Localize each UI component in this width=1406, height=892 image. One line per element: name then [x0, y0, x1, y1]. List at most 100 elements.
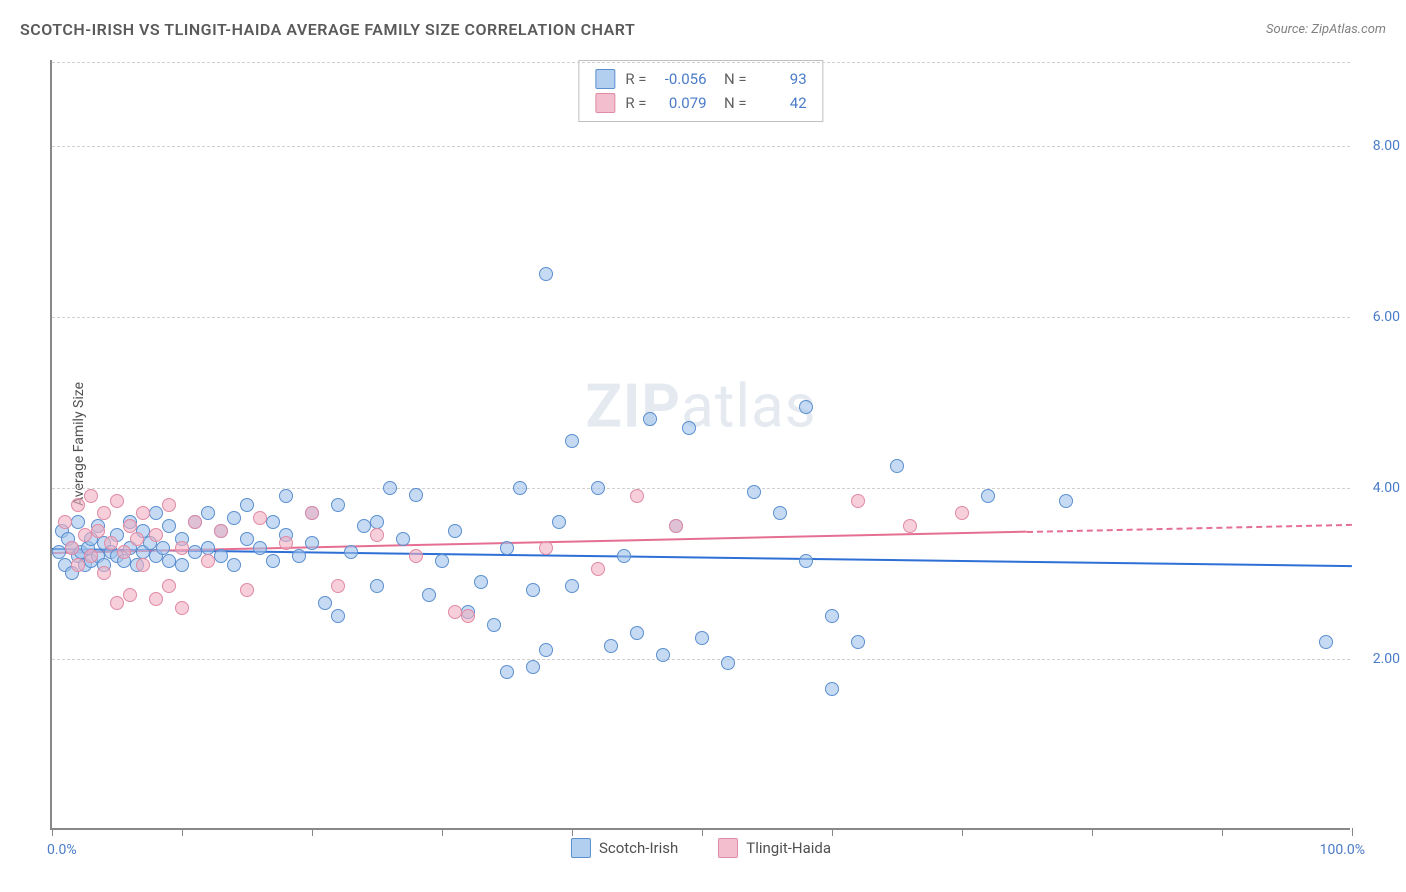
- data-point-s1: [565, 579, 579, 593]
- data-point-s2: [149, 528, 163, 542]
- data-point-s2: [104, 536, 118, 550]
- data-point-s1: [721, 656, 735, 670]
- n-label: N =: [717, 70, 747, 88]
- data-point-s1: [240, 498, 254, 512]
- data-point-s1: [383, 481, 397, 495]
- legend: Scotch-Irish Tlingit-Haida: [571, 838, 831, 858]
- data-point-s1: [799, 554, 813, 568]
- data-point-s2: [162, 579, 176, 593]
- chart-title: SCOTCH-IRISH VS TLINGIT-HAIDA AVERAGE FA…: [20, 20, 635, 39]
- data-point-s2: [78, 528, 92, 542]
- x-tick: [962, 828, 963, 836]
- r-label: R =: [625, 70, 646, 88]
- data-point-s1: [227, 511, 241, 525]
- legend-label-1: Scotch-Irish: [599, 839, 678, 857]
- data-point-s2: [253, 511, 267, 525]
- legend-swatch-2: [718, 838, 738, 858]
- data-point-s1: [331, 609, 345, 623]
- data-point-s1: [552, 515, 566, 529]
- data-point-s1: [630, 626, 644, 640]
- data-point-s2: [903, 519, 917, 533]
- n-label: N =: [717, 94, 747, 112]
- data-point-s1: [851, 635, 865, 649]
- data-point-s1: [266, 554, 280, 568]
- r-label: R =: [625, 94, 646, 112]
- y-tick-label: 2.00: [1355, 651, 1400, 667]
- data-point-s2: [669, 519, 683, 533]
- data-point-s2: [240, 583, 254, 597]
- stats-row-1: R = -0.056 N = 93: [595, 67, 806, 91]
- data-point-s1: [344, 545, 358, 559]
- data-point-s2: [448, 605, 462, 619]
- data-point-s2: [91, 524, 105, 538]
- data-point-s1: [526, 583, 540, 597]
- data-point-s1: [227, 558, 241, 572]
- data-point-s1: [188, 545, 202, 559]
- gridline-h: [52, 488, 1350, 489]
- x-tick: [1352, 828, 1353, 836]
- data-point-s1: [396, 532, 410, 546]
- gridline-h: [52, 62, 1350, 63]
- data-point-s2: [461, 609, 475, 623]
- data-point-s2: [136, 558, 150, 572]
- data-point-s1: [500, 541, 514, 555]
- legend-item-1: Scotch-Irish: [571, 838, 678, 858]
- data-point-s1: [448, 524, 462, 538]
- plot-area: Average Family Size ZIPatlas R = -0.056 …: [50, 60, 1350, 830]
- stats-row-2: R = 0.079 N = 42: [595, 91, 806, 115]
- legend-label-2: Tlingit-Haida: [746, 839, 831, 857]
- data-point-s1: [513, 481, 527, 495]
- stats-box: R = -0.056 N = 93 R = 0.079 N = 42: [578, 60, 823, 122]
- data-point-s1: [565, 434, 579, 448]
- data-point-s2: [162, 498, 176, 512]
- data-point-s1: [773, 506, 787, 520]
- data-point-s1: [643, 412, 657, 426]
- data-point-s2: [955, 506, 969, 520]
- data-point-s2: [65, 541, 79, 555]
- data-point-s2: [136, 506, 150, 520]
- data-point-s1: [357, 519, 371, 533]
- watermark: ZIPatlas: [585, 370, 816, 441]
- swatch-scotch-irish: [595, 69, 615, 89]
- data-point-s2: [110, 494, 124, 508]
- data-point-s1: [682, 421, 696, 435]
- data-point-s2: [110, 596, 124, 610]
- y-tick-label: 6.00: [1355, 309, 1400, 325]
- data-point-s2: [851, 494, 865, 508]
- gridline-h: [52, 659, 1350, 660]
- data-point-s1: [370, 579, 384, 593]
- data-point-s2: [279, 536, 293, 550]
- x-tick: [832, 828, 833, 836]
- data-point-s2: [84, 549, 98, 563]
- data-point-s1: [292, 549, 306, 563]
- data-point-s2: [175, 601, 189, 615]
- data-point-s2: [130, 532, 144, 546]
- data-point-s1: [175, 558, 189, 572]
- data-point-s1: [279, 489, 293, 503]
- data-point-s1: [799, 400, 813, 414]
- data-point-s1: [422, 588, 436, 602]
- data-point-s1: [240, 532, 254, 546]
- data-point-s1: [1059, 494, 1073, 508]
- data-point-s1: [539, 267, 553, 281]
- data-point-s1: [214, 549, 228, 563]
- data-point-s1: [253, 541, 267, 555]
- data-point-s2: [117, 545, 131, 559]
- data-point-s1: [747, 485, 761, 499]
- y-tick-label: 4.00: [1355, 480, 1400, 496]
- x-tick: [572, 828, 573, 836]
- data-point-s2: [305, 506, 319, 520]
- data-point-s2: [97, 566, 111, 580]
- gridline-h: [52, 146, 1350, 147]
- data-point-s2: [188, 515, 202, 529]
- data-point-s1: [318, 596, 332, 610]
- data-point-s2: [214, 524, 228, 538]
- source-attribution: Source: ZipAtlas.com: [1266, 22, 1386, 37]
- x-tick: [52, 828, 53, 836]
- data-point-s2: [201, 554, 215, 568]
- swatch-tlingit-haida: [595, 93, 615, 113]
- data-point-s1: [201, 506, 215, 520]
- data-point-s1: [149, 506, 163, 520]
- data-point-s2: [71, 558, 85, 572]
- data-point-s1: [266, 515, 280, 529]
